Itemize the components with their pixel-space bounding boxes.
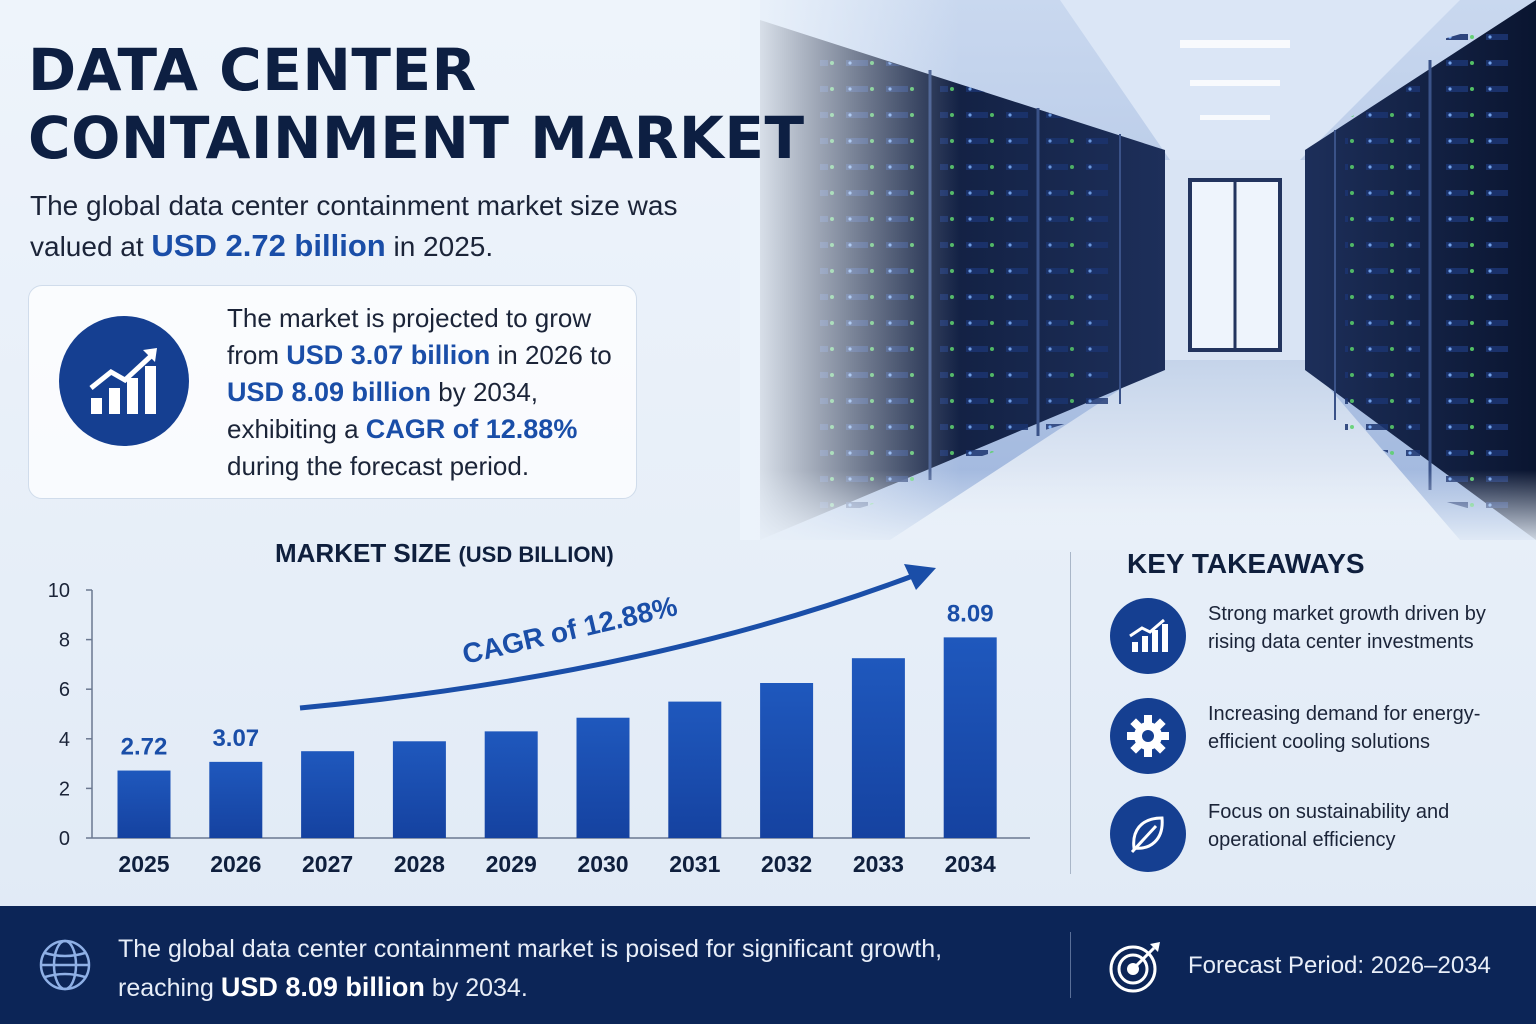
footer-divider (1070, 932, 1071, 998)
takeaway-text: Strong market growth driven by rising da… (1208, 603, 1486, 653)
x-tick-label: 2033 (853, 851, 904, 877)
takeaway-item: Increasing demand for energy-efficient c… (1110, 698, 1520, 778)
bar (392, 741, 446, 838)
x-tick-label: 2034 (945, 851, 996, 877)
projection-text: The market is projected to grow from USD… (227, 300, 627, 485)
bar (668, 701, 722, 838)
intro-highlight: USD 2.72 billion (151, 228, 386, 263)
proj-text-3: by 2034, exhibiting a (227, 377, 539, 444)
cagr-arrow-head (904, 564, 936, 590)
bar (117, 770, 171, 838)
takeaway-item: Focus on sustainability and operational … (1110, 796, 1520, 876)
bar (209, 761, 263, 838)
footer-banner: The global data center containment marke… (0, 906, 1536, 1024)
x-tick-label: 2029 (486, 851, 537, 877)
proj-text-1: The market is projected to grow from (227, 303, 592, 370)
chart-title-unit: (USD BILLION) (458, 542, 614, 567)
proj-highlight-2034: USD 8.09 billion (227, 377, 432, 407)
x-tick-label: 2031 (669, 851, 720, 877)
y-tick-label: 10 (48, 580, 70, 602)
bar (301, 751, 355, 838)
takeaway-item: Strong market growth driven by rising da… (1110, 598, 1520, 678)
image-fade-bottom (760, 470, 1536, 550)
key-takeaways-title: KEY TAKEAWAYS (1127, 548, 1365, 579)
bar (943, 637, 997, 838)
proj-highlight-cagr: CAGR of 12.88% (365, 414, 578, 444)
x-tick-label: 2027 (302, 851, 353, 877)
cagr-arrow (299, 571, 919, 711)
takeaway-text: Focus on sustainability and operational … (1208, 801, 1450, 851)
footer-highlight: USD 8.09 billion (220, 972, 425, 1002)
globe-icon (39, 939, 91, 991)
bar (484, 731, 538, 838)
proj-text-2: in 2026 to (490, 340, 612, 370)
proj-text-4: during the forecast period. (227, 451, 530, 481)
data-label: 2.72 (121, 734, 168, 761)
x-tick-label: 2028 (394, 851, 445, 877)
takeaway-text: Increasing demand for energy-efficient c… (1208, 703, 1481, 753)
intro-text-after: in 2025. (385, 231, 494, 262)
footer-text-before: The global data center containment marke… (118, 935, 943, 1002)
cagr-annotation: CAGR of 12.88% (459, 590, 680, 670)
x-tick-label: 2025 (118, 851, 169, 877)
y-tick-label: 4 (59, 729, 70, 751)
intro-text-before: The global data center containment marke… (30, 190, 678, 262)
bar-chart-icon (1110, 598, 1186, 674)
title-line-2: CONTAINMENT MARKET (28, 104, 805, 172)
bar (760, 683, 814, 838)
page-title: DATA CENTER CONTAINMENT MARKET (28, 36, 808, 172)
bar (576, 717, 630, 838)
x-tick-label: 2026 (210, 851, 261, 877)
target-icon (1109, 942, 1160, 993)
forecast-period: Forecast Period: 2026–2034 (1188, 952, 1491, 979)
x-tick-label: 2032 (761, 851, 812, 877)
x-tick-label: 2030 (577, 851, 628, 877)
projection-card: The market is projected to grow from USD… (28, 285, 637, 499)
proj-highlight-2026: USD 3.07 billion (286, 340, 491, 370)
footer-text: The global data center containment marke… (118, 930, 998, 1007)
y-tick-label: 2 (59, 778, 70, 800)
title-line-1: DATA CENTER (28, 36, 477, 104)
image-fade (740, 0, 960, 540)
y-tick-label: 6 (59, 679, 70, 701)
chart-title-main: MARKET SIZE (275, 538, 452, 568)
leaf-icon (1110, 796, 1186, 872)
data-label: 8.09 (947, 600, 994, 627)
y-tick-label: 0 (59, 828, 70, 850)
gear-icon (1110, 698, 1186, 774)
chart-title: MARKET SIZE (USD BILLION) (275, 538, 614, 569)
growth-chart-icon (59, 316, 189, 446)
y-tick-label: 8 (59, 630, 70, 652)
section-divider (1070, 552, 1071, 874)
data-label: 3.07 (212, 725, 259, 752)
intro-text: The global data center containment marke… (30, 186, 750, 267)
bar (851, 658, 905, 838)
footer-text-after: by 2034. (424, 974, 528, 1002)
market-size-chart: 0 2 4 6 8 10 2025 2.72 2026 3.07 2027 2028 2029 2030… (48, 564, 1030, 877)
